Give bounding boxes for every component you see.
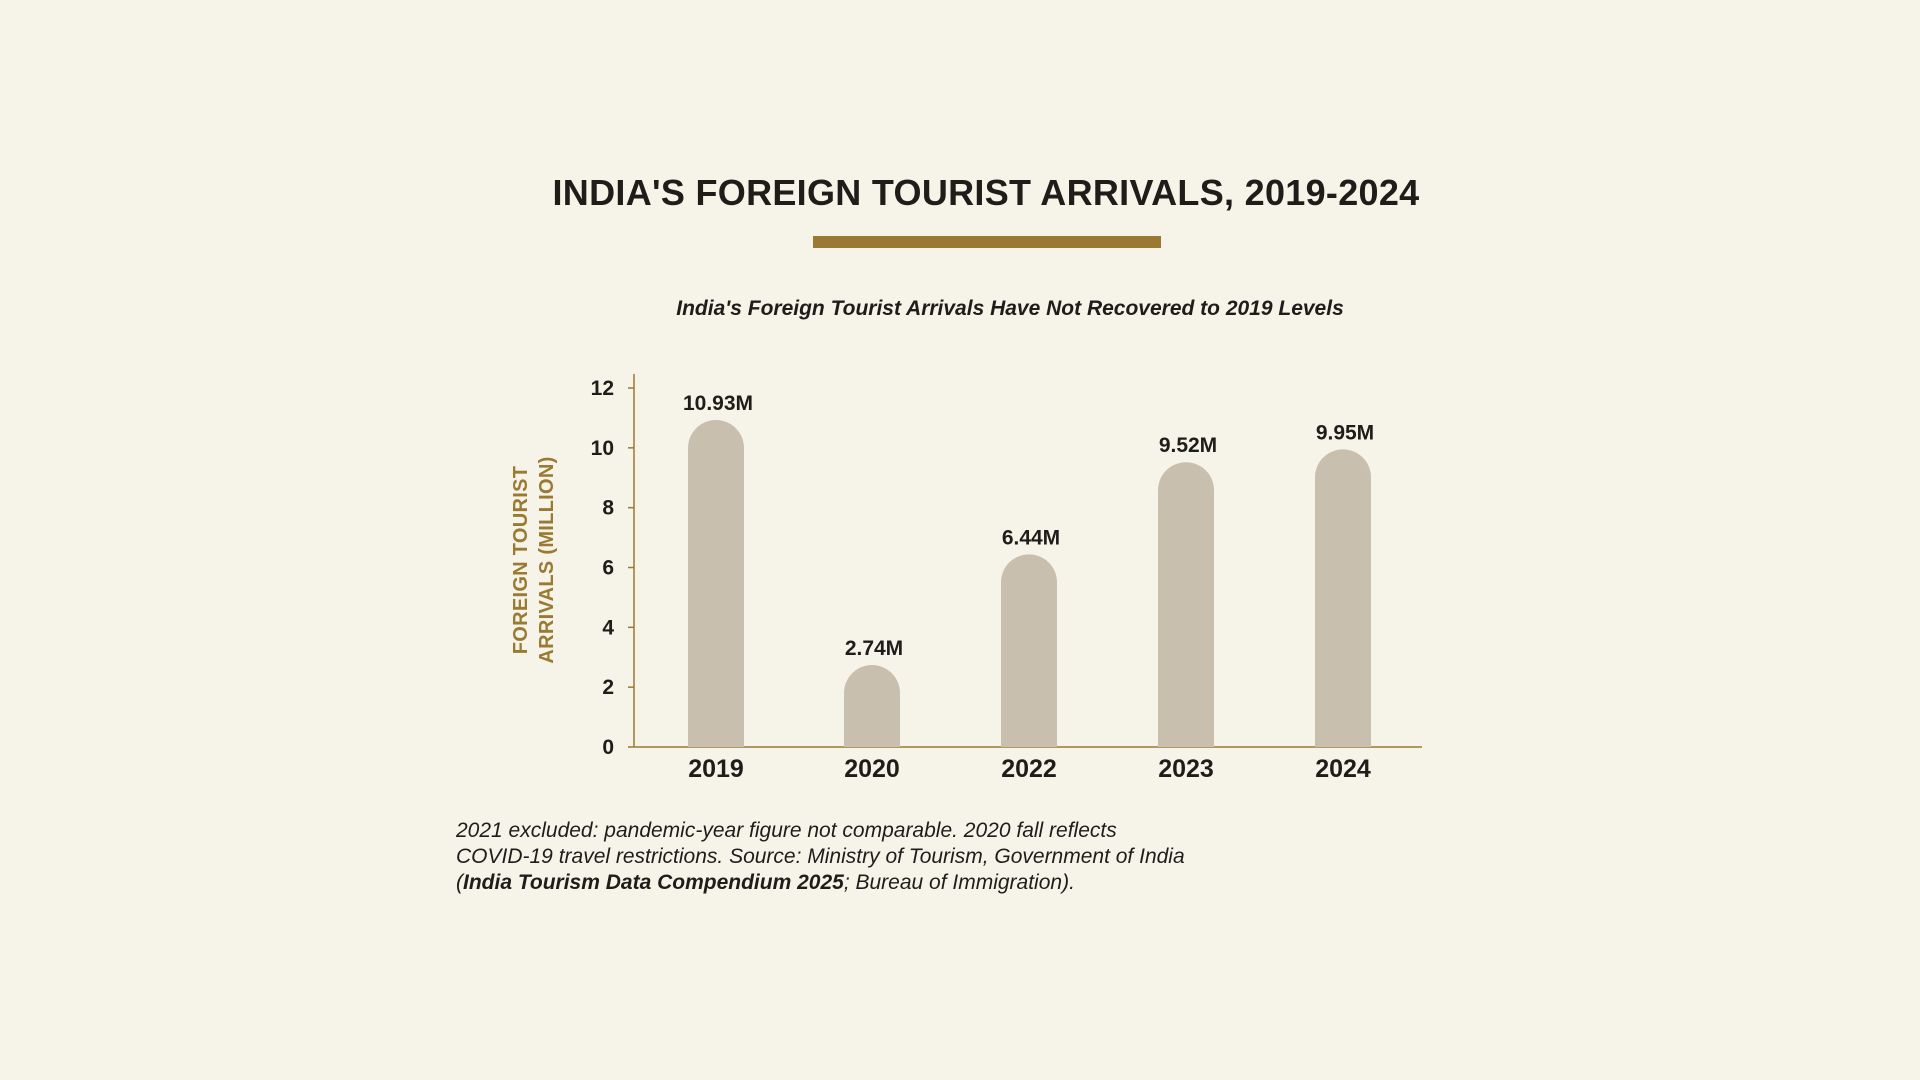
data-label-2024: 9.95M bbox=[1316, 421, 1374, 444]
chart-subtitle: India's Foreign Tourist Arrivals Have No… bbox=[676, 297, 1344, 320]
chart-title-wrap: INDIA'S FOREIGN TOURIST ARRIVALS, 2019-2… bbox=[472, 172, 1500, 214]
bar-2022 bbox=[1001, 554, 1057, 747]
y-axis-label-line-1: FOREIGN TOURIST bbox=[510, 465, 532, 655]
bar-2019 bbox=[688, 420, 744, 747]
y-tick-label: 0 bbox=[602, 736, 614, 759]
y-tick-label: 8 bbox=[602, 497, 614, 520]
footnote: 2021 excluded: pandemic-year figure not … bbox=[456, 818, 1356, 896]
bar-2024 bbox=[1315, 449, 1371, 747]
data-label-2023: 9.52M bbox=[1159, 434, 1217, 457]
y-tick-label: 2 bbox=[602, 676, 614, 699]
x-tick-label-2023: 2023 bbox=[1158, 755, 1214, 783]
y-axis-label-line-2: ARRIVALS (MILLION) bbox=[536, 456, 558, 664]
data-label-2020: 2.74M bbox=[845, 637, 903, 660]
footnote-line-2: COVID-19 travel restrictions. Source: Mi… bbox=[456, 845, 1185, 868]
bar-2023 bbox=[1158, 462, 1214, 747]
y-tick-label: 4 bbox=[602, 616, 614, 639]
y-tick-label: 12 bbox=[591, 377, 614, 400]
y-axis-label: FOREIGN TOURIST ARRIVALS (MILLION) bbox=[508, 410, 560, 710]
x-tick-label-2019: 2019 bbox=[688, 755, 744, 783]
data-label-2019: 10.93M bbox=[683, 392, 753, 415]
footnote-line-1: 2021 excluded: pandemic-year figure not … bbox=[456, 819, 1117, 842]
x-tick-label-2024: 2024 bbox=[1315, 755, 1371, 783]
footnote-source-rest: ; Bureau of Immigration). bbox=[843, 871, 1075, 894]
y-tick-label: 6 bbox=[602, 557, 614, 580]
footnote-line-3: (India Tourism Data Compendium 2025; Bur… bbox=[456, 870, 1356, 896]
bar-2020 bbox=[844, 665, 900, 747]
footnote-source-title: India Tourism Data Compendium 2025 bbox=[463, 871, 844, 894]
chart-title: INDIA'S FOREIGN TOURIST ARRIVALS, 2019-2… bbox=[552, 172, 1420, 213]
data-label-2022: 6.44M bbox=[1002, 526, 1060, 549]
x-tick-label-2020: 2020 bbox=[844, 755, 900, 783]
x-tick-label-2022: 2022 bbox=[1001, 755, 1057, 783]
footnote-open-paren: ( bbox=[456, 871, 463, 894]
title-underline bbox=[813, 236, 1161, 248]
y-tick-label: 10 bbox=[591, 437, 614, 460]
